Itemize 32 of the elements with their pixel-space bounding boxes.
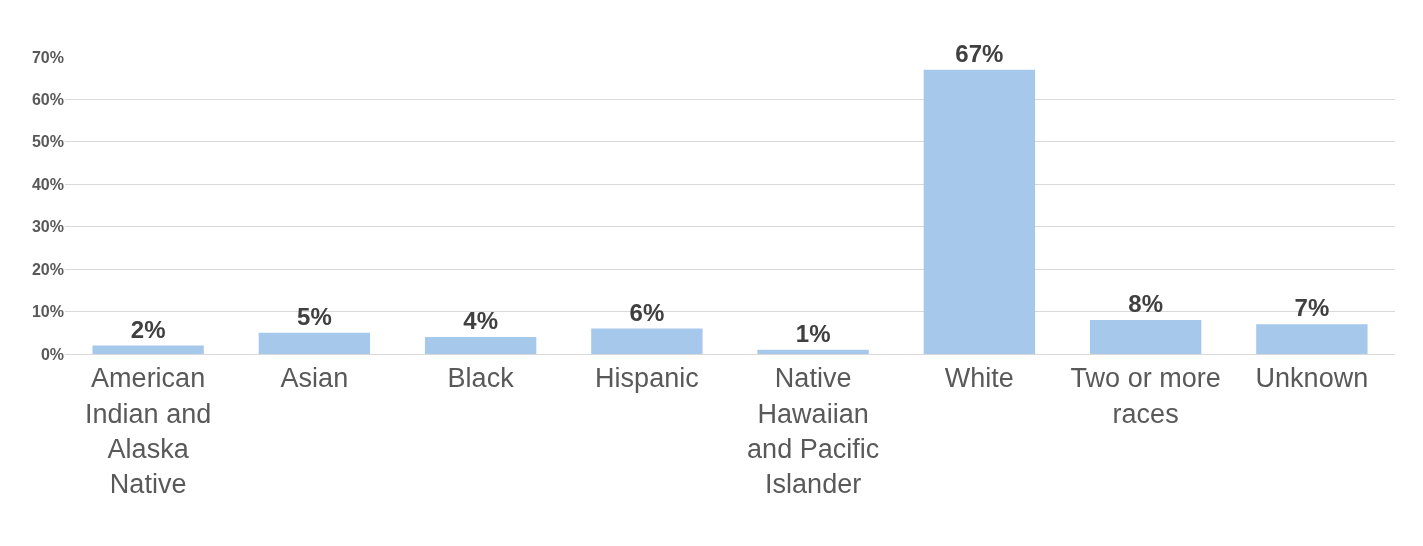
x-tick-label: Native Hawaiian and Pacific Islander (747, 363, 880, 499)
y-tick-label: 20% (31, 260, 64, 278)
y-tick-label: 10% (31, 303, 64, 321)
data-label: 4% (463, 307, 498, 335)
y-tick-label: 40% (31, 175, 64, 193)
x-tick-label: Asian (280, 363, 349, 394)
y-tick-label: 70% (31, 48, 64, 66)
x-tick-label: White (944, 363, 1014, 394)
data-label: 7% (1294, 294, 1330, 322)
data-label: 8% (1128, 290, 1163, 318)
bar (92, 345, 204, 354)
bar (757, 349, 869, 354)
y-tick-label: 60% (31, 91, 64, 109)
bar (591, 328, 703, 354)
data-label: 5% (297, 302, 332, 330)
x-tick-label: Unknown (1255, 363, 1369, 394)
data-label: 1% (795, 319, 831, 347)
x-tick-label: Black (447, 363, 515, 394)
bar (1256, 324, 1368, 354)
data-label: 6% (629, 298, 665, 326)
x-tick-label: American Indian and Alaska Native (85, 363, 212, 499)
bar (923, 69, 1036, 354)
y-tick-label: 30% (31, 218, 64, 236)
bar (1089, 320, 1202, 354)
y-tick-label: 50% (31, 133, 64, 151)
data-label: 2% (130, 315, 166, 343)
x-tick-label: Two or more races (1070, 363, 1221, 429)
bar (258, 332, 371, 354)
y-tick-label: 0% (40, 345, 64, 363)
x-tick-label: Hispanic (595, 363, 699, 394)
bar (424, 337, 537, 354)
data-label: 67% (955, 39, 1004, 67)
